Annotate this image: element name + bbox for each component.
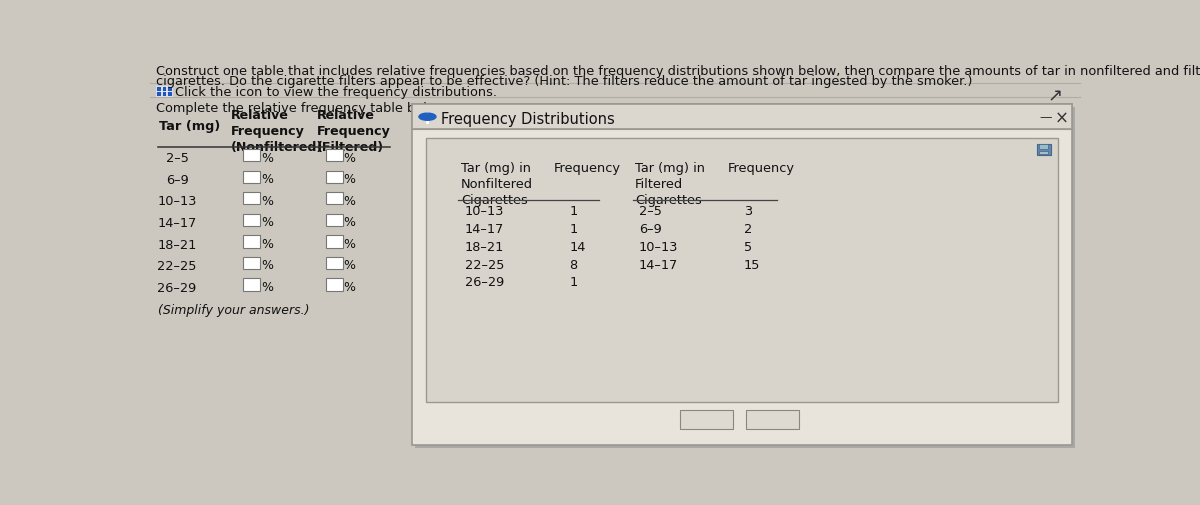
Text: cigarettes. Do the cigarette filters appear to be effective? (Hint: The filters : cigarettes. Do the cigarette filters app… xyxy=(156,74,973,87)
FancyBboxPatch shape xyxy=(746,410,799,429)
Text: %: % xyxy=(343,216,355,229)
Text: %: % xyxy=(343,152,355,164)
FancyBboxPatch shape xyxy=(326,214,343,227)
Text: Tar (mg) in
Filtered
Cigarettes: Tar (mg) in Filtered Cigarettes xyxy=(635,162,706,207)
Text: %: % xyxy=(260,194,272,207)
FancyBboxPatch shape xyxy=(162,87,167,91)
Text: %: % xyxy=(343,173,355,186)
Text: 2–5: 2–5 xyxy=(640,205,662,218)
Text: Frequency: Frequency xyxy=(553,162,620,175)
Text: %: % xyxy=(260,280,272,293)
FancyBboxPatch shape xyxy=(242,279,260,291)
Text: 18–21: 18–21 xyxy=(157,238,197,251)
FancyBboxPatch shape xyxy=(412,105,1073,130)
FancyBboxPatch shape xyxy=(326,258,343,270)
FancyBboxPatch shape xyxy=(162,92,167,97)
Text: 2: 2 xyxy=(744,223,752,236)
FancyBboxPatch shape xyxy=(326,150,343,162)
Text: %: % xyxy=(343,280,355,293)
Text: Construct one table that includes relative frequencies based on the frequency di: Construct one table that includes relati… xyxy=(156,65,1200,77)
FancyBboxPatch shape xyxy=(326,279,343,291)
Text: %: % xyxy=(343,237,355,250)
FancyBboxPatch shape xyxy=(426,139,1058,402)
Text: 6–9: 6–9 xyxy=(640,223,661,236)
FancyBboxPatch shape xyxy=(167,92,172,97)
Text: %: % xyxy=(343,259,355,272)
Text: %: % xyxy=(260,259,272,272)
Text: 5: 5 xyxy=(744,240,751,254)
Text: 2–5: 2–5 xyxy=(166,152,188,165)
FancyBboxPatch shape xyxy=(156,92,161,97)
FancyBboxPatch shape xyxy=(1037,145,1050,156)
Text: ↗: ↗ xyxy=(1048,87,1063,106)
FancyBboxPatch shape xyxy=(242,236,260,248)
Text: 18–21: 18–21 xyxy=(464,240,504,254)
Text: Frequency: Frequency xyxy=(728,162,796,175)
Text: 10–13: 10–13 xyxy=(464,205,504,218)
Text: Tar (mg): Tar (mg) xyxy=(160,120,221,133)
Text: %: % xyxy=(260,152,272,164)
Text: Frequency Distributions: Frequency Distributions xyxy=(442,111,616,126)
Text: Complete the relative frequency table below.: Complete the relative frequency table be… xyxy=(156,102,449,114)
Text: 15: 15 xyxy=(744,258,760,271)
Text: 14–17: 14–17 xyxy=(464,223,504,236)
Text: Click the icon to view the frequency distributions.: Click the icon to view the frequency dis… xyxy=(175,86,497,99)
Text: 1: 1 xyxy=(569,276,577,289)
Text: (Simplify your answers.): (Simplify your answers.) xyxy=(157,304,310,317)
Text: 26–29: 26–29 xyxy=(157,281,197,294)
FancyBboxPatch shape xyxy=(326,236,343,248)
Text: %: % xyxy=(260,173,272,186)
Text: 8: 8 xyxy=(569,258,577,271)
FancyBboxPatch shape xyxy=(150,61,1080,449)
Text: ×: × xyxy=(1055,110,1069,128)
Text: 1: 1 xyxy=(569,223,577,236)
Text: Print: Print xyxy=(694,414,724,427)
FancyBboxPatch shape xyxy=(1039,152,1049,155)
FancyBboxPatch shape xyxy=(326,171,343,183)
Text: 26–29: 26–29 xyxy=(464,276,504,289)
Text: 22–25: 22–25 xyxy=(464,258,504,271)
Text: 10–13: 10–13 xyxy=(157,195,197,208)
FancyBboxPatch shape xyxy=(415,108,1075,448)
Text: Done: Done xyxy=(760,414,794,427)
Text: 6–9: 6–9 xyxy=(166,174,188,186)
FancyBboxPatch shape xyxy=(242,150,260,162)
Text: 3: 3 xyxy=(744,205,751,218)
Text: Tar (mg) in
Nonfiltered
Cigarettes: Tar (mg) in Nonfiltered Cigarettes xyxy=(461,162,533,207)
FancyBboxPatch shape xyxy=(242,193,260,205)
Text: %: % xyxy=(260,237,272,250)
Text: %: % xyxy=(343,194,355,207)
FancyBboxPatch shape xyxy=(242,258,260,270)
FancyBboxPatch shape xyxy=(680,410,733,429)
Text: 14–17: 14–17 xyxy=(157,217,197,230)
Text: 14–17: 14–17 xyxy=(640,258,678,271)
Circle shape xyxy=(419,114,436,121)
Text: 14: 14 xyxy=(569,240,586,254)
Text: 1: 1 xyxy=(569,205,577,218)
Text: i: i xyxy=(425,111,430,126)
Text: —: — xyxy=(1039,111,1052,124)
FancyBboxPatch shape xyxy=(1039,145,1049,150)
FancyBboxPatch shape xyxy=(412,105,1073,445)
FancyBboxPatch shape xyxy=(242,214,260,227)
Text: %: % xyxy=(260,216,272,229)
FancyBboxPatch shape xyxy=(242,171,260,183)
Text: Relative
Frequency
(Filtered): Relative Frequency (Filtered) xyxy=(317,109,390,154)
FancyBboxPatch shape xyxy=(167,87,172,91)
FancyBboxPatch shape xyxy=(156,87,161,91)
Text: Relative
Frequency
(Nonfiltered): Relative Frequency (Nonfiltered) xyxy=(232,109,324,154)
FancyBboxPatch shape xyxy=(326,193,343,205)
Text: 22–25: 22–25 xyxy=(157,260,197,273)
Text: 10–13: 10–13 xyxy=(640,240,678,254)
